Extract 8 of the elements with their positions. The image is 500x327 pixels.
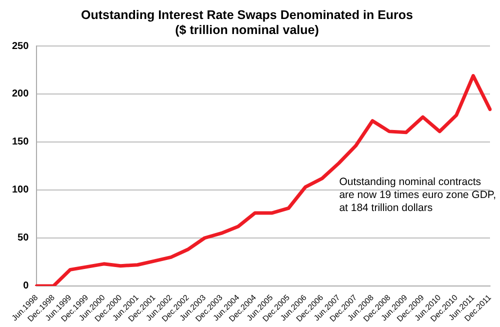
y-tick-label: 100 <box>12 184 30 196</box>
y-tick-label: 200 <box>12 88 30 100</box>
annotation: Outstanding nominal contracts are now 19 times euro zone GDP, at 184 trillion dollars <box>339 176 496 214</box>
y-tick-label: 50 <box>18 232 30 244</box>
y-tick-label: 0 <box>23 280 30 292</box>
y-tick-label: 150 <box>12 136 30 148</box>
chart-title: Outstanding Interest Rate Swaps Denominated in Euros ($ trillion nominal value) <box>81 8 414 37</box>
y-tick-label: 250 <box>12 40 30 52</box>
